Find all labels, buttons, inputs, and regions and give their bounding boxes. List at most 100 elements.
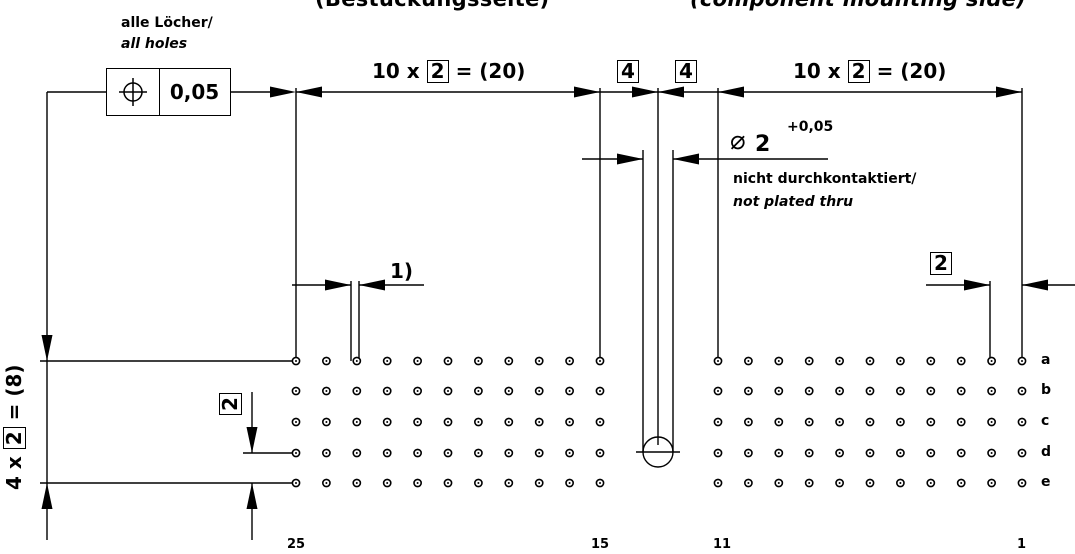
hole-center <box>990 482 993 484</box>
arrowhead <box>246 427 258 453</box>
hole-center <box>568 421 571 423</box>
hole-center <box>416 482 419 484</box>
hole-center <box>777 452 780 454</box>
hole-center <box>808 360 811 362</box>
header-german: (Bestückungsseite) <box>315 0 549 10</box>
arrowhead <box>996 86 1022 98</box>
hole-center <box>838 390 841 392</box>
hole-center <box>599 452 601 454</box>
hole-center <box>295 360 297 362</box>
hole-center <box>295 390 297 392</box>
slot-note-english: not plated thru <box>733 194 854 210</box>
hole-center <box>538 452 541 454</box>
hole-center <box>568 390 571 392</box>
tolerance-value: 0,05 <box>169 80 220 104</box>
row-pitch-box: 2 <box>218 393 242 415</box>
hole-center <box>990 360 993 362</box>
hole-center <box>386 390 389 392</box>
hole-center <box>747 421 750 423</box>
hole-center <box>477 390 480 392</box>
hole-center <box>960 360 963 362</box>
hole-center <box>808 482 811 484</box>
edge-pitch-box: 2 <box>930 252 952 275</box>
pitch-right-suffix: = (20) <box>876 59 947 83</box>
tolerance-note-german: alle Löcher/ <box>121 15 213 31</box>
hole-center <box>808 452 811 454</box>
hole-center <box>447 421 449 423</box>
hole-center <box>416 390 419 392</box>
feature-control-frame: 0,05 <box>106 68 231 116</box>
hole-center <box>717 482 719 484</box>
hole-center <box>386 452 389 454</box>
hole-center <box>355 360 358 362</box>
arrowhead <box>718 86 744 98</box>
pitch-right-prefix: 10 x <box>793 59 841 83</box>
hole-center <box>777 390 780 392</box>
hole-center <box>386 360 389 362</box>
hole-center <box>295 482 297 484</box>
pin-number: 25 <box>287 537 306 552</box>
gap-dimension-right: 4 <box>675 60 697 83</box>
diameter-icon: ⌀ <box>730 126 746 156</box>
pin-number: 1 <box>1017 537 1027 552</box>
hole-center <box>747 482 750 484</box>
row-label: a <box>1041 352 1051 368</box>
hole-center <box>899 421 902 423</box>
pin-number: 15 <box>591 537 610 552</box>
hole-center <box>599 482 601 484</box>
hole-center <box>808 421 811 423</box>
hole-center <box>325 421 328 423</box>
hole-center <box>838 421 841 423</box>
pitch-left-suffix: = (20) <box>455 59 526 83</box>
hole-center <box>899 482 902 484</box>
hole-center <box>355 421 358 423</box>
hole-center <box>777 421 780 423</box>
vertical-suffix: = (8) <box>2 364 26 421</box>
hole-center <box>838 482 841 484</box>
hole-center <box>929 360 932 362</box>
hole-center <box>929 482 932 484</box>
hole-center <box>1021 452 1023 454</box>
hole-center <box>777 482 780 484</box>
pitch-left-box: 2 <box>426 60 449 83</box>
footnote-reference: 1) <box>390 259 414 283</box>
hole-center <box>717 360 719 362</box>
hole-center <box>507 390 510 392</box>
hole-center <box>747 390 750 392</box>
row-label: c <box>1041 413 1050 429</box>
hole-center <box>538 390 541 392</box>
hole-center <box>507 482 510 484</box>
hole-center <box>477 360 480 362</box>
hole-center <box>568 360 571 362</box>
slot-tolerance: +0,05 <box>787 119 834 135</box>
arrowhead <box>359 279 385 291</box>
hole-center <box>960 390 963 392</box>
arrowhead <box>658 86 684 98</box>
tolerance-note-english: all holes <box>121 36 188 52</box>
pitch-dimension-right: 10 x 2 = (20) <box>793 60 946 83</box>
hole-center <box>717 421 719 423</box>
hole-center <box>899 360 902 362</box>
arrowhead <box>574 86 600 98</box>
pitch-right-box: 2 <box>847 60 870 83</box>
hole-center <box>808 390 811 392</box>
hole-center <box>1021 390 1023 392</box>
arrowhead <box>673 153 699 165</box>
header-english: (component mounting side) <box>690 0 1026 10</box>
hole-center <box>538 360 541 362</box>
hole-center <box>568 452 571 454</box>
hole-center <box>869 421 871 423</box>
arrowhead <box>617 153 643 165</box>
hole-center <box>838 360 841 362</box>
row-label: b <box>1041 382 1052 398</box>
hole-center <box>416 360 419 362</box>
vertical-prefix: 4 x <box>2 456 26 490</box>
hole-center <box>929 421 932 423</box>
arrowhead <box>41 335 53 361</box>
vertical-box: 2 <box>2 427 26 450</box>
hole-center <box>355 482 358 484</box>
pin-number: 11 <box>713 537 732 552</box>
arrowhead <box>296 86 322 98</box>
hole-center <box>447 482 449 484</box>
